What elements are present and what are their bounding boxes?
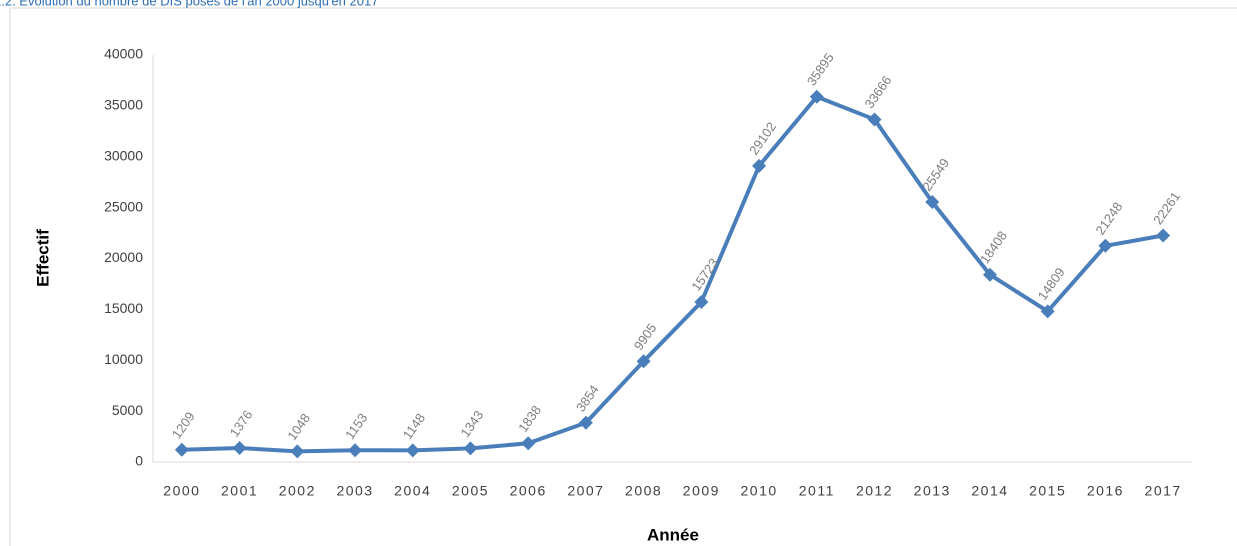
x-tick-label: 2003 xyxy=(336,483,373,499)
x-tick-label: 2002 xyxy=(279,483,316,499)
data-label: 1148 xyxy=(400,410,428,442)
point-marker xyxy=(290,444,305,459)
data-label: 35895 xyxy=(804,50,837,88)
data-label: 1209 xyxy=(169,409,198,441)
data-label: 1343 xyxy=(457,408,486,440)
point-marker xyxy=(578,415,593,430)
y-axis-title: Effectif xyxy=(33,229,52,287)
x-tick-label: 2000 xyxy=(163,483,200,499)
point-marker xyxy=(405,443,420,458)
x-tick-label: 2009 xyxy=(683,483,720,499)
chart-frame xyxy=(9,7,1237,546)
point-marker xyxy=(1040,304,1055,319)
data-label: 15723 xyxy=(688,255,721,293)
x-tick-label: 2012 xyxy=(856,483,893,499)
y-tick-label: 35000 xyxy=(104,97,143,113)
y-tick-label: 25000 xyxy=(104,198,143,214)
y-tick-label: 5000 xyxy=(112,402,143,418)
x-tick-label: 2001 xyxy=(221,483,258,499)
data-label: 14809 xyxy=(1035,265,1068,303)
x-tick-label: 2013 xyxy=(914,483,951,499)
data-label: 25549 xyxy=(919,156,952,194)
point-marker xyxy=(1156,228,1171,243)
data-label: 1838 xyxy=(515,403,544,435)
data-label: 22261 xyxy=(1150,189,1183,227)
point-marker xyxy=(1098,238,1113,253)
y-tick-label: 10000 xyxy=(104,351,143,367)
point-marker xyxy=(925,195,940,210)
point-marker xyxy=(232,440,247,455)
data-label: 29102 xyxy=(746,119,779,157)
x-tick-label: 2008 xyxy=(625,483,662,499)
x-tick-label: 2004 xyxy=(394,483,431,499)
x-tick-label: 2010 xyxy=(741,483,778,499)
data-label: 1048 xyxy=(284,411,313,443)
data-label: 33666 xyxy=(862,73,895,111)
point-marker xyxy=(463,441,478,456)
point-marker xyxy=(174,442,189,457)
data-label: 18408 xyxy=(977,228,1010,266)
data-label: 21248 xyxy=(1092,199,1125,237)
y-tick-label: 40000 xyxy=(104,46,143,62)
y-tick-label: 20000 xyxy=(104,249,143,265)
point-marker xyxy=(809,89,824,104)
point-marker xyxy=(521,436,536,451)
point-marker xyxy=(636,354,651,369)
x-tick-label: 2011 xyxy=(799,483,835,499)
point-marker xyxy=(867,112,882,127)
x-tick-label: 2016 xyxy=(1087,483,1124,499)
point-marker xyxy=(982,267,997,282)
x-tick-label: 2014 xyxy=(971,483,1008,499)
data-label: 1153 xyxy=(342,410,370,442)
point-marker xyxy=(348,443,363,458)
y-tick-label: 30000 xyxy=(104,147,143,163)
point-marker xyxy=(694,295,709,310)
x-tick-label: 2017 xyxy=(1145,483,1182,499)
data-label: 1376 xyxy=(227,407,256,439)
point-marker xyxy=(752,158,767,173)
y-tick-label: 15000 xyxy=(104,300,143,316)
chart-title: 1.2. Evolution du nombre de DIS posés de… xyxy=(0,0,378,8)
y-tick-label: 0 xyxy=(135,453,143,469)
x-tick-label: 2006 xyxy=(510,483,547,499)
x-tick-label: 2015 xyxy=(1029,483,1066,499)
x-axis-title: Année xyxy=(647,525,699,544)
x-tick-label: 2007 xyxy=(567,483,604,499)
series-line xyxy=(181,94,1164,454)
x-tick-label: 2005 xyxy=(452,483,489,499)
